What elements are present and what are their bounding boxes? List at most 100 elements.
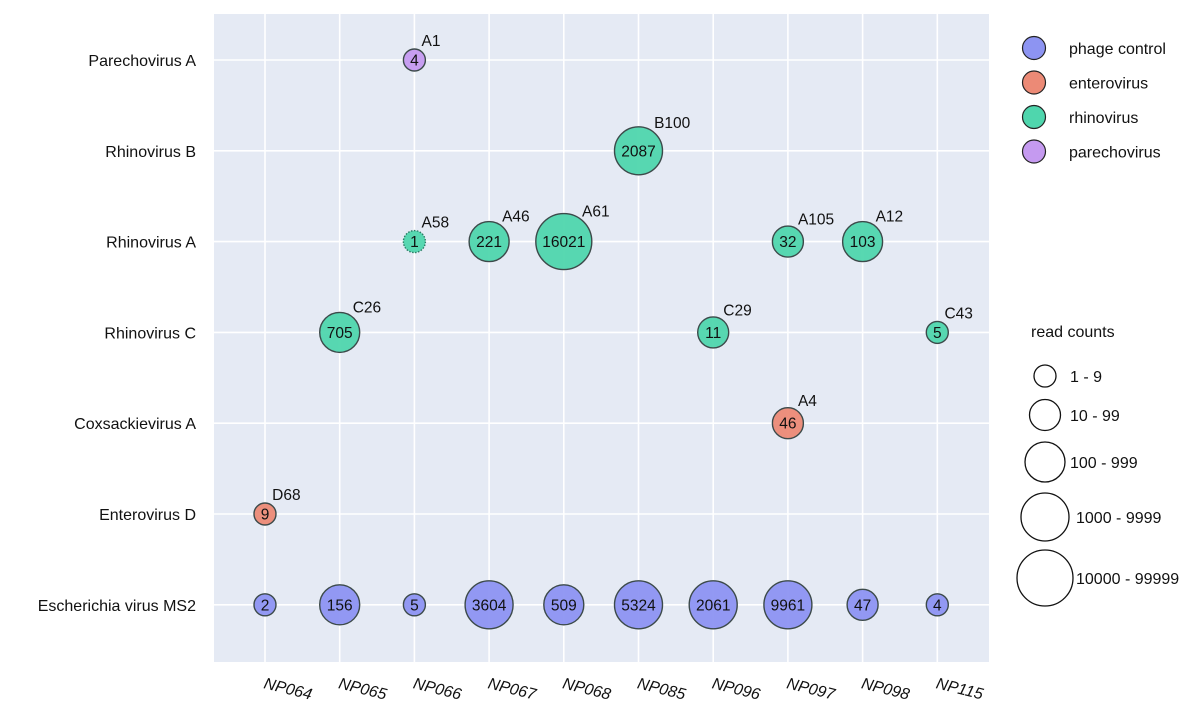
bubble-marker: [688, 580, 738, 630]
x-axis-tick-labels: NP064 NP065 NP066 NP067 NP068 NP085 NP096 NP097…: [262, 675, 985, 704]
bubble-marker: [613, 580, 664, 630]
size-legend-marker: [1020, 492, 1070, 542]
bubble-marker: [402, 229, 427, 254]
legend-label: parechovirus: [1069, 145, 1161, 162]
bubble-read-count-label: 16021: [542, 234, 585, 251]
bubble-read-count-label: 2061: [696, 597, 730, 614]
bubble-marker: [253, 502, 277, 526]
bubble-marker: [319, 584, 361, 626]
bubble-read-count-label: 4: [410, 53, 419, 70]
bubble-marker: [925, 593, 949, 617]
subtype-label: A1: [422, 33, 441, 50]
bubble-marker: [763, 580, 813, 630]
y-tick-label: Parechovirus A: [88, 53, 196, 70]
bubble-read-count-label: 509: [551, 597, 577, 614]
x-tick-label: NP098: [860, 675, 912, 703]
bubble: 3604: [464, 580, 514, 630]
x-tick-label: NP067: [486, 675, 539, 704]
subtype-label: C26: [353, 299, 381, 316]
bubble-read-count-label: 9: [261, 507, 270, 524]
legend-marker: [1021, 70, 1047, 95]
subtype-label: A46: [502, 209, 530, 226]
size-legend-title: read counts: [1031, 324, 1115, 341]
x-tick-label: NP115: [934, 675, 985, 703]
y-tick-label: Escherichia virus MS2: [38, 598, 196, 615]
bubble: 4: [925, 593, 949, 617]
bubble: 2087 B100: [613, 115, 691, 176]
bubble-marker: [846, 588, 879, 621]
bubble-marker: [841, 220, 884, 263]
legend-item: rhinovirus: [1021, 104, 1138, 130]
bubble-read-count-label: 103: [850, 234, 876, 251]
x-tick-label: NP085: [636, 675, 688, 703]
bubble-marker: [468, 220, 510, 263]
bubble: 5324: [613, 580, 664, 630]
size-legend-item: 10000 - 99999: [1016, 549, 1179, 607]
subtype-label: C29: [723, 302, 751, 319]
bubble-read-count-label: 11: [705, 325, 721, 342]
bubble-marker: [253, 593, 277, 617]
bubble-marker: [697, 316, 730, 349]
bubble-marker: [402, 48, 427, 72]
size-legend-marker: [1028, 398, 1062, 432]
size-legend: read counts 1 - 9 10 - 99 100 - 999 1000 - …: [1016, 324, 1179, 607]
bubble-read-count-label: 705: [327, 325, 353, 342]
size-legend-label: 10 - 99: [1070, 408, 1120, 425]
bubble-marker: [402, 593, 427, 617]
bubble-read-count-label: 1: [410, 234, 419, 251]
legend-label: phage control: [1069, 41, 1166, 58]
subtype-label: A58: [422, 214, 450, 231]
bubble-read-count-label: 5: [410, 597, 419, 614]
legend-marker: [1021, 139, 1047, 164]
y-tick-label: Rhinovirus A: [106, 235, 196, 252]
bubble-read-count-label: 156: [327, 597, 353, 614]
size-legend-label: 1 - 9: [1070, 369, 1102, 386]
color-legend: phage control enterovirus rhinovirus parech…: [1021, 35, 1166, 164]
x-tick-label: NP096: [710, 675, 762, 703]
bubble: 47: [846, 588, 879, 621]
legend-item: enterovirus: [1021, 70, 1148, 95]
bubble-marker: [925, 320, 949, 345]
size-legend-label: 1000 - 9999: [1076, 510, 1162, 527]
legend-item: parechovirus: [1021, 139, 1161, 164]
size-legend-item: 10 - 99: [1028, 398, 1120, 432]
subtype-label: A61: [582, 203, 610, 220]
bubble: 2061: [688, 580, 738, 630]
bubble-read-count-label: 221: [476, 234, 502, 251]
x-tick-label: NP068: [561, 675, 613, 703]
x-tick-label: NP066: [411, 675, 463, 703]
bubble: 16021 A61: [535, 203, 610, 271]
bubble-read-count-label: 5: [933, 325, 942, 342]
size-legend-label: 100 - 999: [1070, 455, 1138, 472]
bubble-read-count-label: 5324: [621, 597, 656, 614]
subtype-label: A105: [798, 212, 834, 229]
bubble-read-count-label: 4: [933, 597, 942, 614]
legend-item: phage control: [1021, 35, 1166, 61]
bubble-marker: [535, 212, 593, 271]
subtype-label: A4: [798, 393, 817, 410]
size-legend-marker: [1016, 549, 1074, 607]
bubble-marker: [771, 225, 805, 258]
subtype-label: D68: [272, 487, 300, 504]
bubble-read-count-label: 2087: [621, 143, 655, 160]
bubble-read-count-label: 47: [854, 597, 871, 614]
bubble: 156: [319, 584, 361, 626]
subtype-label: A12: [876, 209, 904, 226]
bubble-read-count-label: 3604: [472, 597, 507, 614]
bubble-marker: [464, 580, 514, 630]
bubble-read-count-label: 32: [779, 234, 796, 251]
size-legend-item: 1000 - 9999: [1020, 492, 1162, 542]
size-legend-marker: [1033, 364, 1057, 388]
bubble: 9961: [763, 580, 813, 630]
y-tick-label: Rhinovirus B: [105, 144, 196, 161]
bubble-series: 4A12087B1001A58221A4616021A6132A105103A1…: [253, 33, 973, 630]
bubble: 509: [543, 584, 585, 626]
